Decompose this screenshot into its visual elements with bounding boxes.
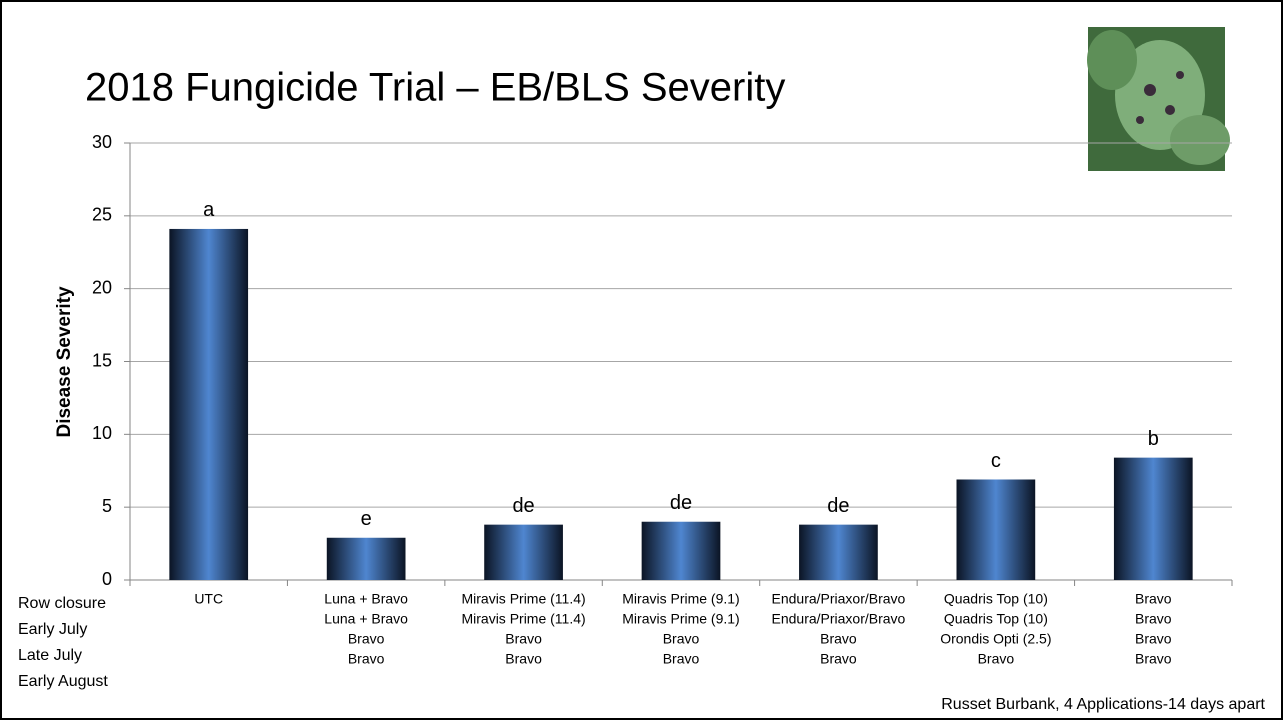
row-label: Early August [18, 673, 108, 690]
bar [484, 524, 563, 580]
y-tick-label: 10 [92, 423, 112, 443]
row-label: Row closure [18, 595, 106, 612]
x-tick-label: Miravis Prime (9.1) [622, 591, 739, 607]
x-tick-label: Quadris Top (10) [944, 611, 1048, 627]
bar [799, 524, 878, 580]
footnote: Russet Burbank, 4 Applications-14 days a… [941, 696, 1265, 713]
significance-letter: de [670, 492, 692, 514]
significance-letter: b [1148, 428, 1159, 450]
row-label: Late July [18, 647, 82, 664]
x-tick-label: Bravo [820, 631, 857, 647]
y-axis-title: Disease Severity [54, 286, 75, 437]
x-tick-label: Endura/Priaxor/Bravo [772, 591, 906, 607]
x-tick-label: Bravo [1135, 651, 1172, 667]
y-tick-label: 0 [102, 569, 112, 589]
x-tick-label: Bravo [663, 631, 700, 647]
x-tick-label: Bravo [1135, 631, 1172, 647]
x-tick-label: Miravis Prime (11.4) [461, 611, 585, 627]
significance-letter: de [512, 495, 534, 517]
bar [1113, 457, 1193, 580]
significance-letter: de [827, 495, 849, 517]
x-tick-label: Bravo [1135, 611, 1172, 627]
x-tick-label: Miravis Prime (9.1) [622, 611, 739, 627]
x-tick-label: Orondis Opti (2.5) [940, 631, 1051, 647]
y-tick-label: 30 [92, 132, 112, 152]
x-tick-label: Bravo [978, 651, 1015, 667]
x-tick-label: Bravo [505, 631, 542, 647]
significance-letter: a [203, 199, 215, 221]
x-tick-label: Bravo [820, 651, 857, 667]
x-tick-label: Miravis Prime (11.4) [461, 591, 585, 607]
y-tick-label: 15 [92, 350, 112, 370]
x-tick-label: Bravo [348, 631, 385, 647]
y-tick-label: 20 [92, 277, 112, 297]
bar [169, 228, 249, 580]
x-tick-label: Bravo [348, 651, 385, 667]
bar [956, 479, 1036, 580]
x-tick-label: Bravo [663, 651, 700, 667]
x-tick-label: Bravo [1135, 591, 1172, 607]
x-tick-label: UTC [194, 591, 223, 607]
x-tick-label: Luna + Bravo [324, 591, 408, 607]
x-tick-label: Luna + Bravo [324, 611, 408, 627]
x-tick-label: Quadris Top (10) [944, 591, 1048, 607]
bar [641, 521, 721, 580]
y-tick-label: 5 [102, 496, 112, 516]
chart-title: 2018 Fungicide Trial – EB/BLS Severity [85, 66, 785, 110]
x-tick-label: Bravo [505, 651, 542, 667]
significance-letter: e [361, 508, 372, 530]
significance-letter: c [991, 450, 1001, 472]
leaf-photo [1087, 27, 1230, 171]
x-tick-label: Endura/Priaxor/Bravo [772, 611, 906, 627]
row-label: Early July [18, 621, 87, 638]
bar [326, 537, 406, 580]
y-tick-label: 25 [92, 205, 112, 225]
